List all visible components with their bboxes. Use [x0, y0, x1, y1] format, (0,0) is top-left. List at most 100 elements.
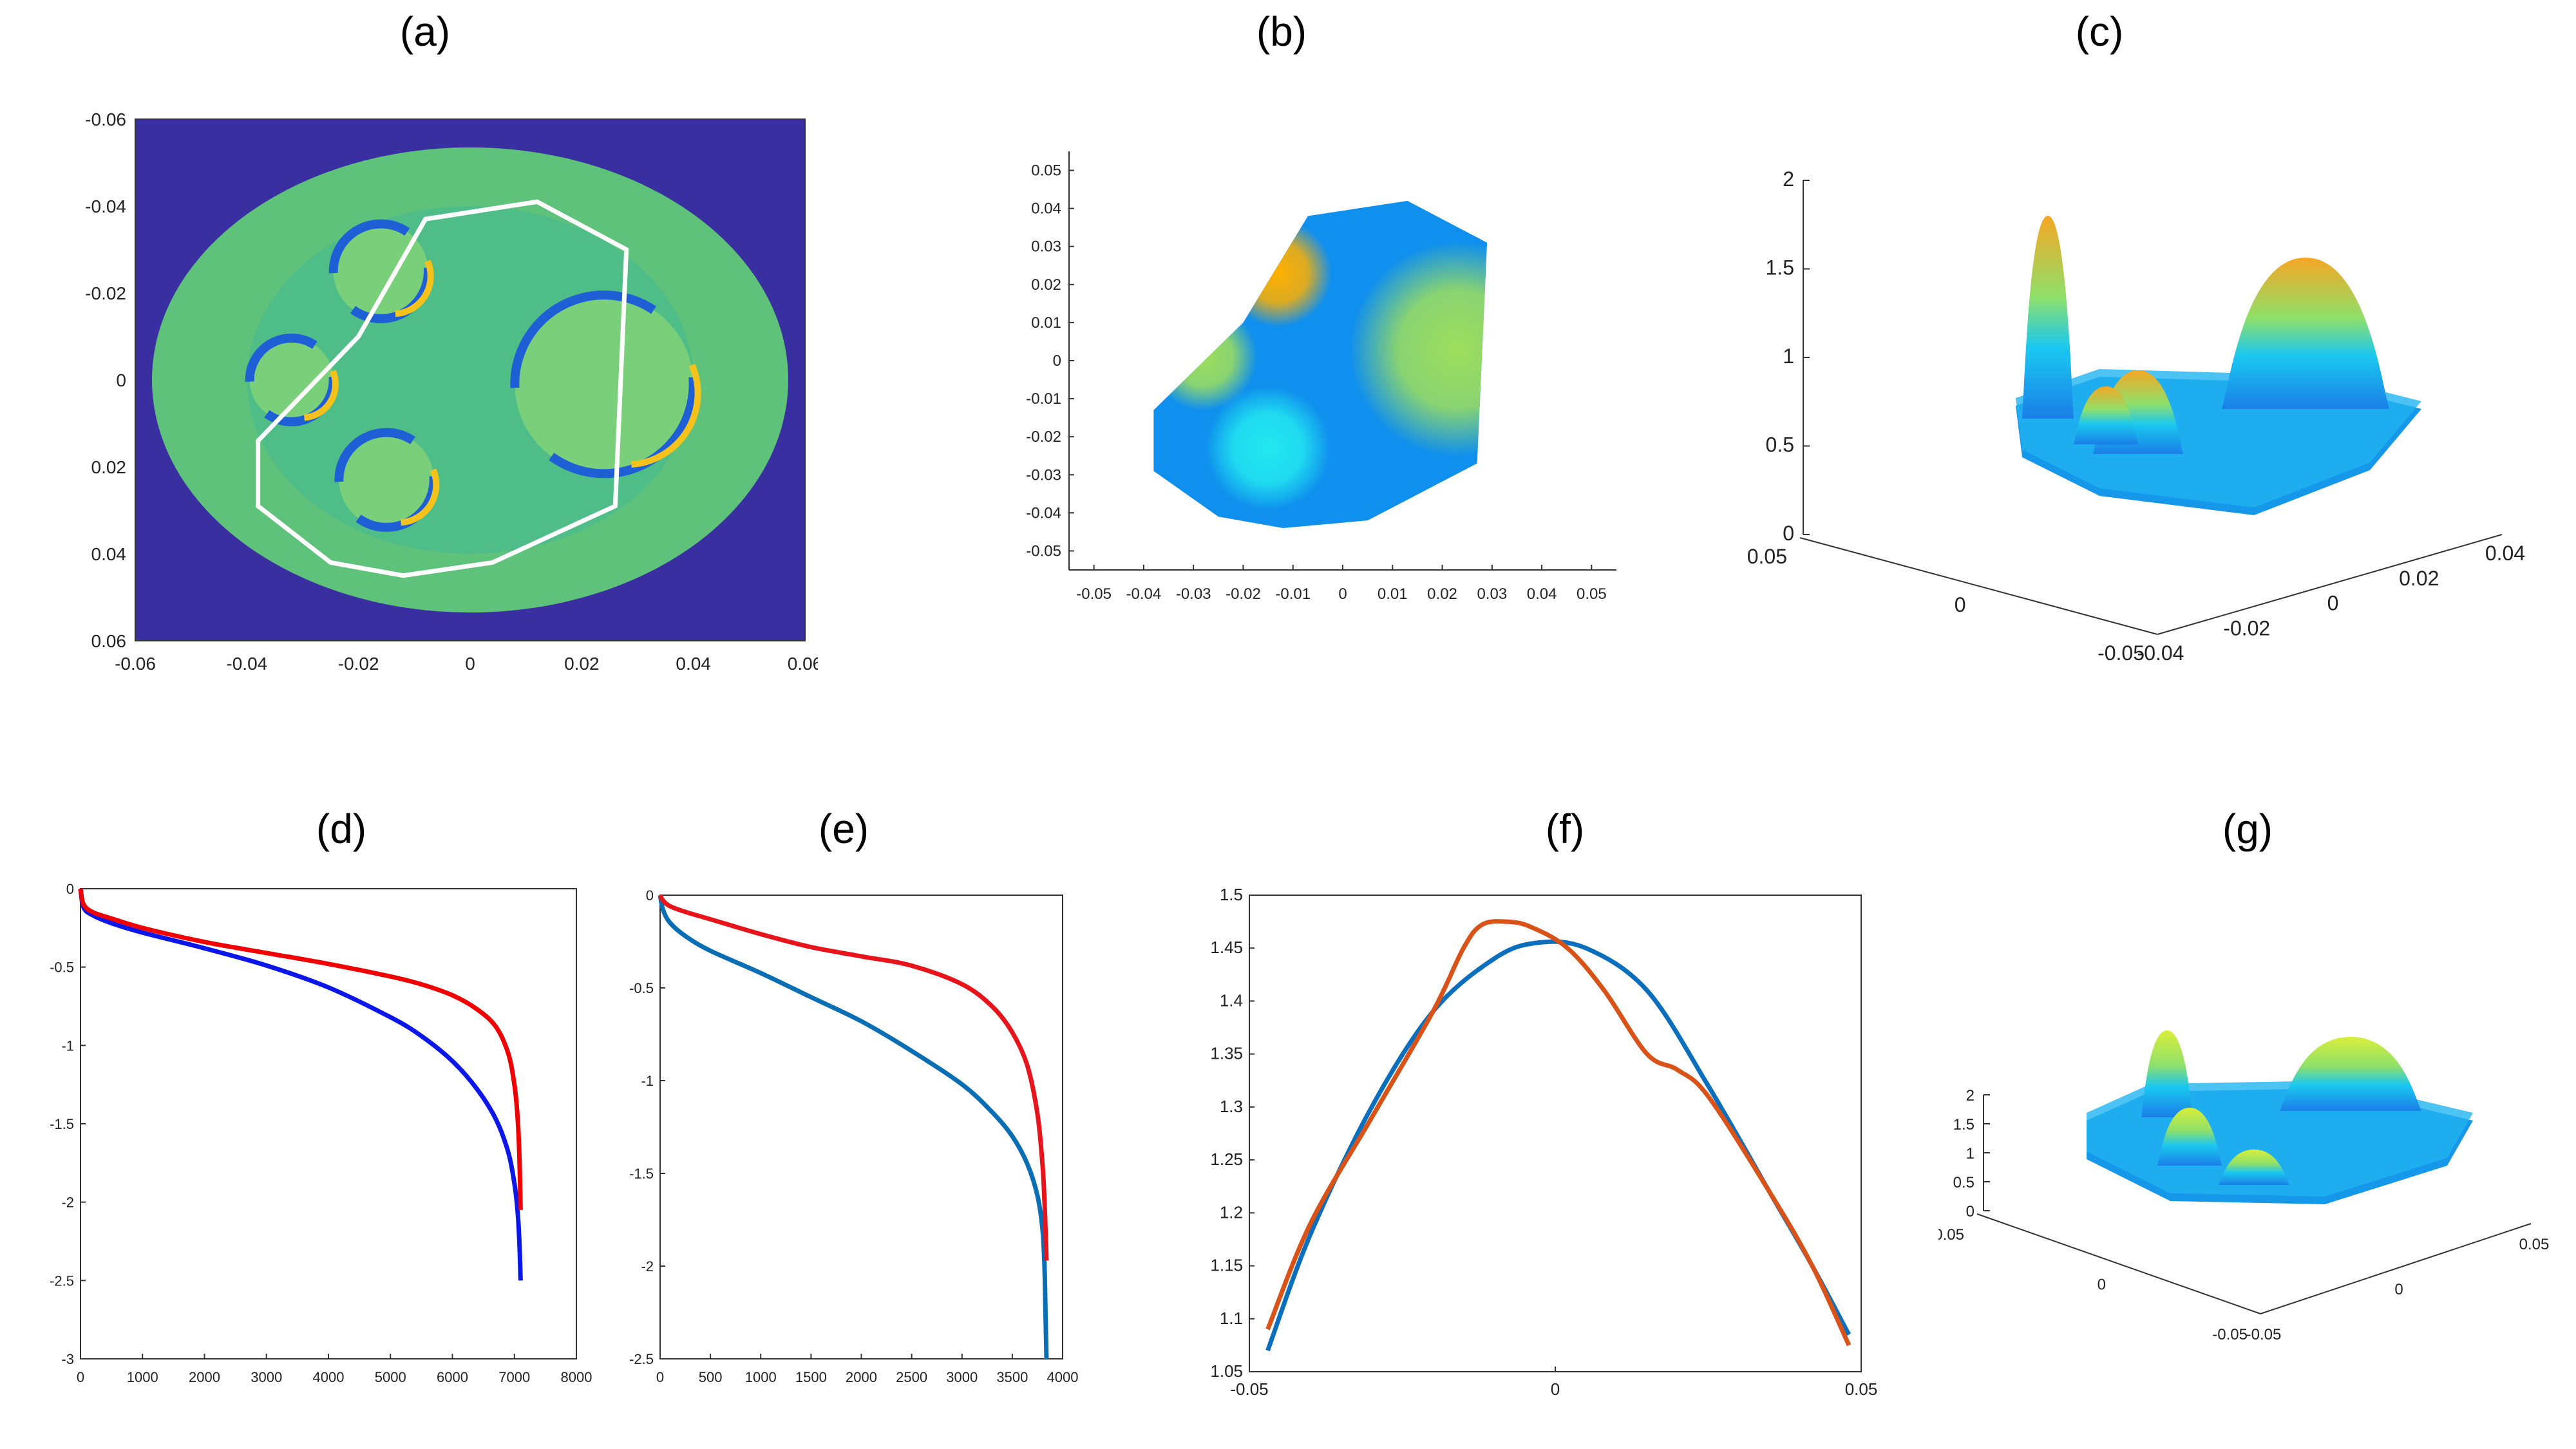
y-tick-label: -0.03: [1026, 466, 1061, 484]
x-tick-label: 0.04: [1527, 585, 1557, 603]
y-tick-label: -0.06: [85, 109, 126, 129]
y-tick-label: -1.5: [629, 1166, 654, 1182]
x-tick-label: 0.02: [2399, 567, 2439, 590]
x-tick-label: 3000: [251, 1369, 282, 1385]
x-tick-label: 0.06: [788, 654, 818, 670]
y-tick-label: 0.01: [1031, 314, 1061, 332]
x-tick-label: 6000: [437, 1369, 468, 1385]
y-tick-label: 1.05: [1210, 1361, 1243, 1381]
x-tick-label: 7000: [498, 1369, 530, 1385]
y-tick-label: 1.5: [1220, 885, 1243, 904]
x-tick-label: -0.06: [115, 654, 156, 670]
x-tick-label: 8000: [561, 1369, 592, 1385]
y-tick-label: 0: [1955, 593, 1966, 616]
series-line-orange: [1265, 919, 1852, 1347]
z-tick-label: 1: [1783, 345, 1794, 368]
x-tick-label: 1000: [745, 1369, 777, 1385]
x-tick-label: 2500: [896, 1369, 927, 1385]
surface-peak-3: [2074, 386, 2138, 444]
y-tick-label: -1: [61, 1037, 74, 1054]
x-tick-label: -0.05: [1076, 585, 1112, 603]
series-line-blue: [658, 895, 1049, 1359]
x-tick-label: 5000: [375, 1369, 406, 1385]
y-tick-label: -0.5: [50, 960, 74, 976]
z-tick-label: 1: [1966, 1145, 1975, 1162]
x-tick-label: 0.04: [2485, 542, 2525, 565]
y-tick-label: 1.3: [1220, 1097, 1243, 1116]
y-tick-label: -0.04: [1026, 504, 1061, 522]
y-tick-label: -0.01: [1026, 390, 1061, 408]
blob-warm: [1349, 242, 1488, 457]
inclusion-ring-hi-1: [265, 347, 339, 421]
y-tick-label: -2.5: [629, 1351, 654, 1367]
y-tick-label: 0.06: [91, 631, 127, 651]
x-tick-label: 0.04: [676, 654, 711, 670]
y-tick-label: 0: [2098, 1276, 2106, 1294]
z-tick-label: 2: [1966, 1087, 1975, 1104]
x-tick-label: 0: [656, 1369, 664, 1385]
x-tick-label: 0.05: [1845, 1379, 1878, 1399]
inclusion-1: [249, 338, 334, 422]
x-tick-label: -0.01: [1275, 585, 1311, 603]
series-line-red: [658, 894, 1049, 1261]
inclusion-3: [515, 295, 694, 474]
y-tick-label: 0.05: [1031, 162, 1061, 180]
panel-label-a: (a): [399, 8, 451, 55]
chart-e-line: 0 500 1000 1500 2000 2500 3000 3500 4000 0 -0.5 -1 -…: [629, 887, 1078, 1385]
y-tick-label: 0.03: [1031, 238, 1061, 256]
y-tick-label: 0: [66, 881, 74, 897]
y-tick-label: 1.15: [1210, 1256, 1243, 1275]
x-tick-label: 0: [1338, 585, 1347, 603]
x-tick-label: -0.04: [226, 654, 267, 670]
x-tick-label: 4000: [313, 1369, 345, 1385]
y-tick-label: 0: [646, 887, 654, 904]
y-tick-label: -0.05: [2098, 641, 2145, 665]
x-tick-label: 1000: [127, 1369, 158, 1385]
x-tick-label: -0.02: [2223, 616, 2270, 639]
region-fill: [1153, 200, 1488, 529]
y-tick-label: -2.5: [50, 1273, 74, 1289]
panel-label-e: (e): [818, 806, 869, 852]
y-tick-label: 1.4: [1220, 990, 1243, 1010]
y-tick-label: 1.2: [1220, 1202, 1243, 1222]
y-tick-label: -2: [641, 1258, 654, 1274]
y-tick-label: 1.25: [1210, 1150, 1243, 1169]
x-tick-label: 2000: [846, 1369, 877, 1385]
plot-frame: [659, 895, 1063, 1359]
series-line-red: [78, 888, 523, 1210]
y-tick-label: -0.05: [2212, 1326, 2248, 1343]
y-tick-label: 1.45: [1210, 938, 1243, 957]
y-tick-label: -3: [61, 1351, 74, 1367]
region-b: [1153, 200, 1488, 529]
plot-frame: [80, 888, 577, 1359]
x-tick-label: -0.05: [2246, 1326, 2282, 1343]
panel-label-g: (g): [2222, 806, 2273, 852]
x-tick-label: 0: [2327, 592, 2339, 615]
y-tick-label: 0.05: [1747, 545, 1787, 568]
y-tick-label: 0.05: [1938, 1226, 1964, 1244]
surface-peak-0: [2022, 216, 2074, 419]
y-tick-label: 1.1: [1220, 1309, 1243, 1328]
y-tick-label: -0.02: [1026, 428, 1061, 446]
y-tick-label: 0.02: [91, 457, 127, 477]
surface-peak-2: [2157, 1108, 2222, 1166]
x-tick-label: 0.03: [1477, 585, 1507, 603]
z-tick-label: 1.5: [1766, 256, 1794, 279]
inclusion-ring-lo-3: [510, 290, 698, 478]
surface-peak-1: [2280, 1037, 2421, 1111]
panel-label-f: (f): [1545, 806, 1585, 852]
y-tick-label: -1.5: [50, 1116, 74, 1132]
x-tick-label: 3000: [946, 1369, 978, 1385]
x-tick-label: 0.02: [1427, 585, 1457, 603]
panel-label-c: (c): [2075, 8, 2124, 55]
x-tick-label: 0.02: [564, 654, 600, 670]
y-tick-label: -0.02: [85, 283, 126, 303]
inclusion-0: [333, 223, 428, 319]
x-tick-label: -0.02: [338, 654, 379, 670]
x-tick-label: -0.05: [1230, 1379, 1268, 1399]
y-tick-label: -1: [641, 1073, 654, 1089]
plot-area-a: [135, 119, 805, 641]
x-tick-label: 500: [699, 1369, 723, 1385]
